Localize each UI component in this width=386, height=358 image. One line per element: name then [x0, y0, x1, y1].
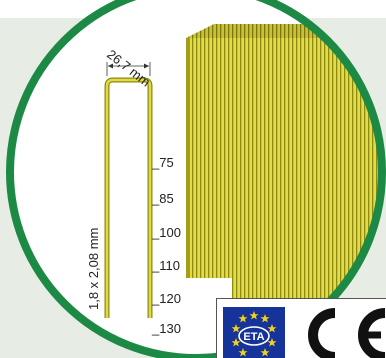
length-label-130: _130 — [151, 321, 181, 336]
staple-strip — [186, 38, 382, 300]
eta-label: ETA — [243, 331, 264, 343]
width-dimension — [106, 62, 151, 76]
length-labels: _75 _85 _100 _110 _120 _130 — [151, 155, 181, 336]
length-label-120: _120 — [151, 291, 181, 306]
wire-size-label: 1,8 x 2,08 mm — [86, 228, 101, 310]
length-label-110: _110 — [151, 258, 180, 273]
single-staple — [104, 77, 153, 318]
length-label-85: _85 — [151, 191, 174, 206]
eta-logo: ETA — [223, 307, 285, 358]
certification-box: ETA — [216, 298, 386, 358]
length-label-100: _100 — [151, 225, 181, 240]
ce-mark — [308, 308, 386, 358]
circle-border — [6, 0, 386, 358]
certification-marks: ETA — [223, 307, 386, 358]
length-label-75: _75 — [151, 155, 174, 170]
staple-strip-edge — [186, 38, 190, 278]
